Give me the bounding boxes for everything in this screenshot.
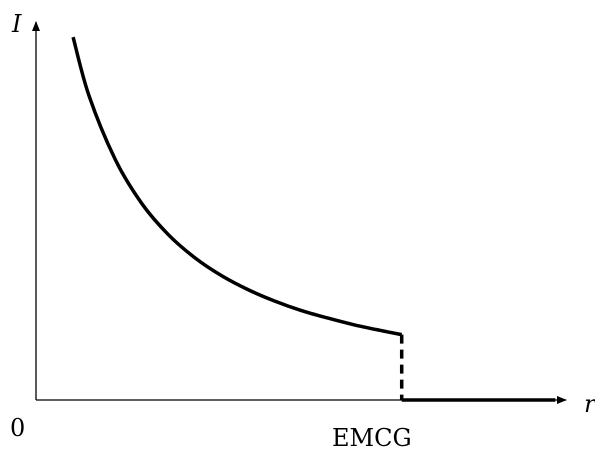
y-axis-label: I <box>11 10 22 38</box>
x-axis-label: r <box>584 390 595 418</box>
series-layer <box>71 36 556 402</box>
emcg-label: EMCG <box>332 424 412 451</box>
series-curve <box>71 36 403 337</box>
origin-label: 0 <box>10 414 25 442</box>
